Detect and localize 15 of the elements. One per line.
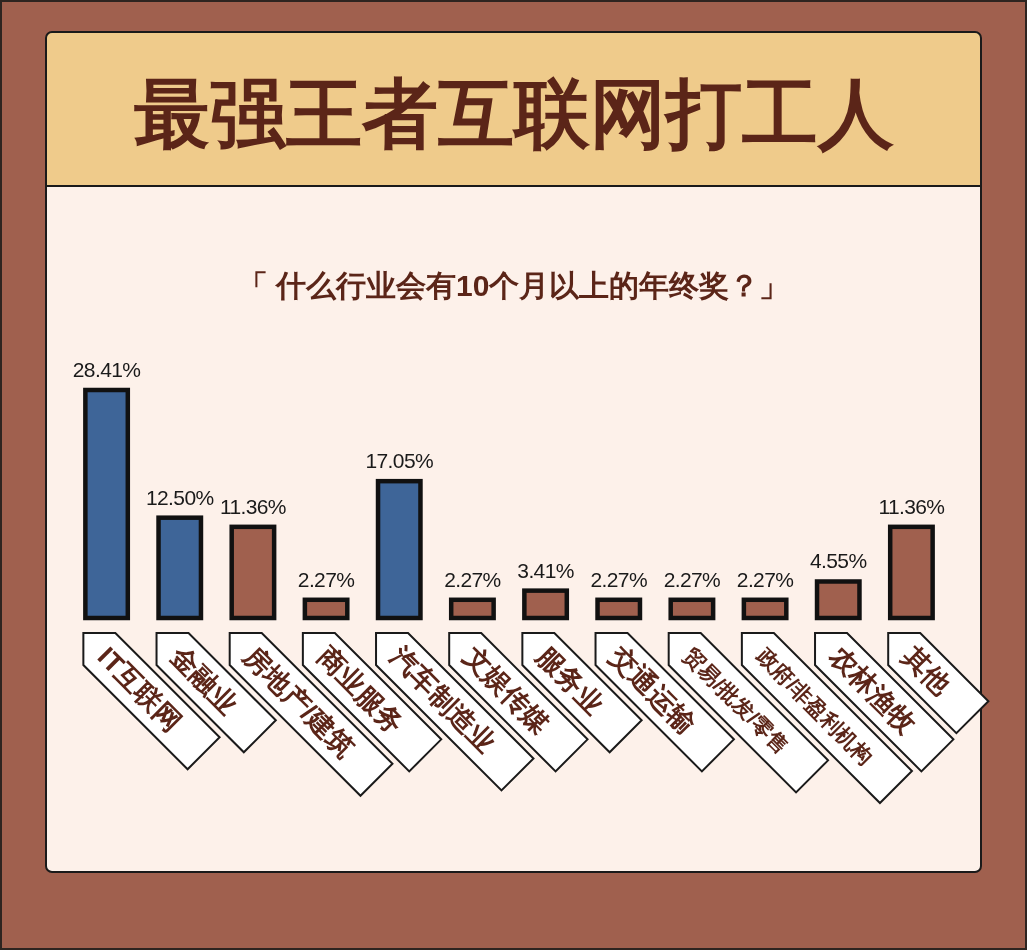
value-label: 11.36% <box>878 494 945 518</box>
x-tick-label: 其他 <box>896 641 956 701</box>
value-label: 2.27% <box>297 567 355 591</box>
value-label: 2.27% <box>590 567 647 591</box>
value-label: 28.41% <box>72 358 141 381</box>
value-label: 2.27% <box>736 567 794 591</box>
value-label: 12.50% <box>145 485 214 509</box>
value-label: 3.41% <box>517 558 574 582</box>
title: 最强王者互联网打工人 <box>133 70 894 156</box>
value-label: 2.27% <box>663 567 721 591</box>
subtitle: 「 什么行业会有10个月以上的年终奖？」 <box>237 268 790 302</box>
value-label: 17.05% <box>365 449 434 473</box>
value-label: 11.36% <box>219 494 286 518</box>
value-label: 4.55% <box>810 549 867 573</box>
value-label: 2.27% <box>444 567 501 591</box>
